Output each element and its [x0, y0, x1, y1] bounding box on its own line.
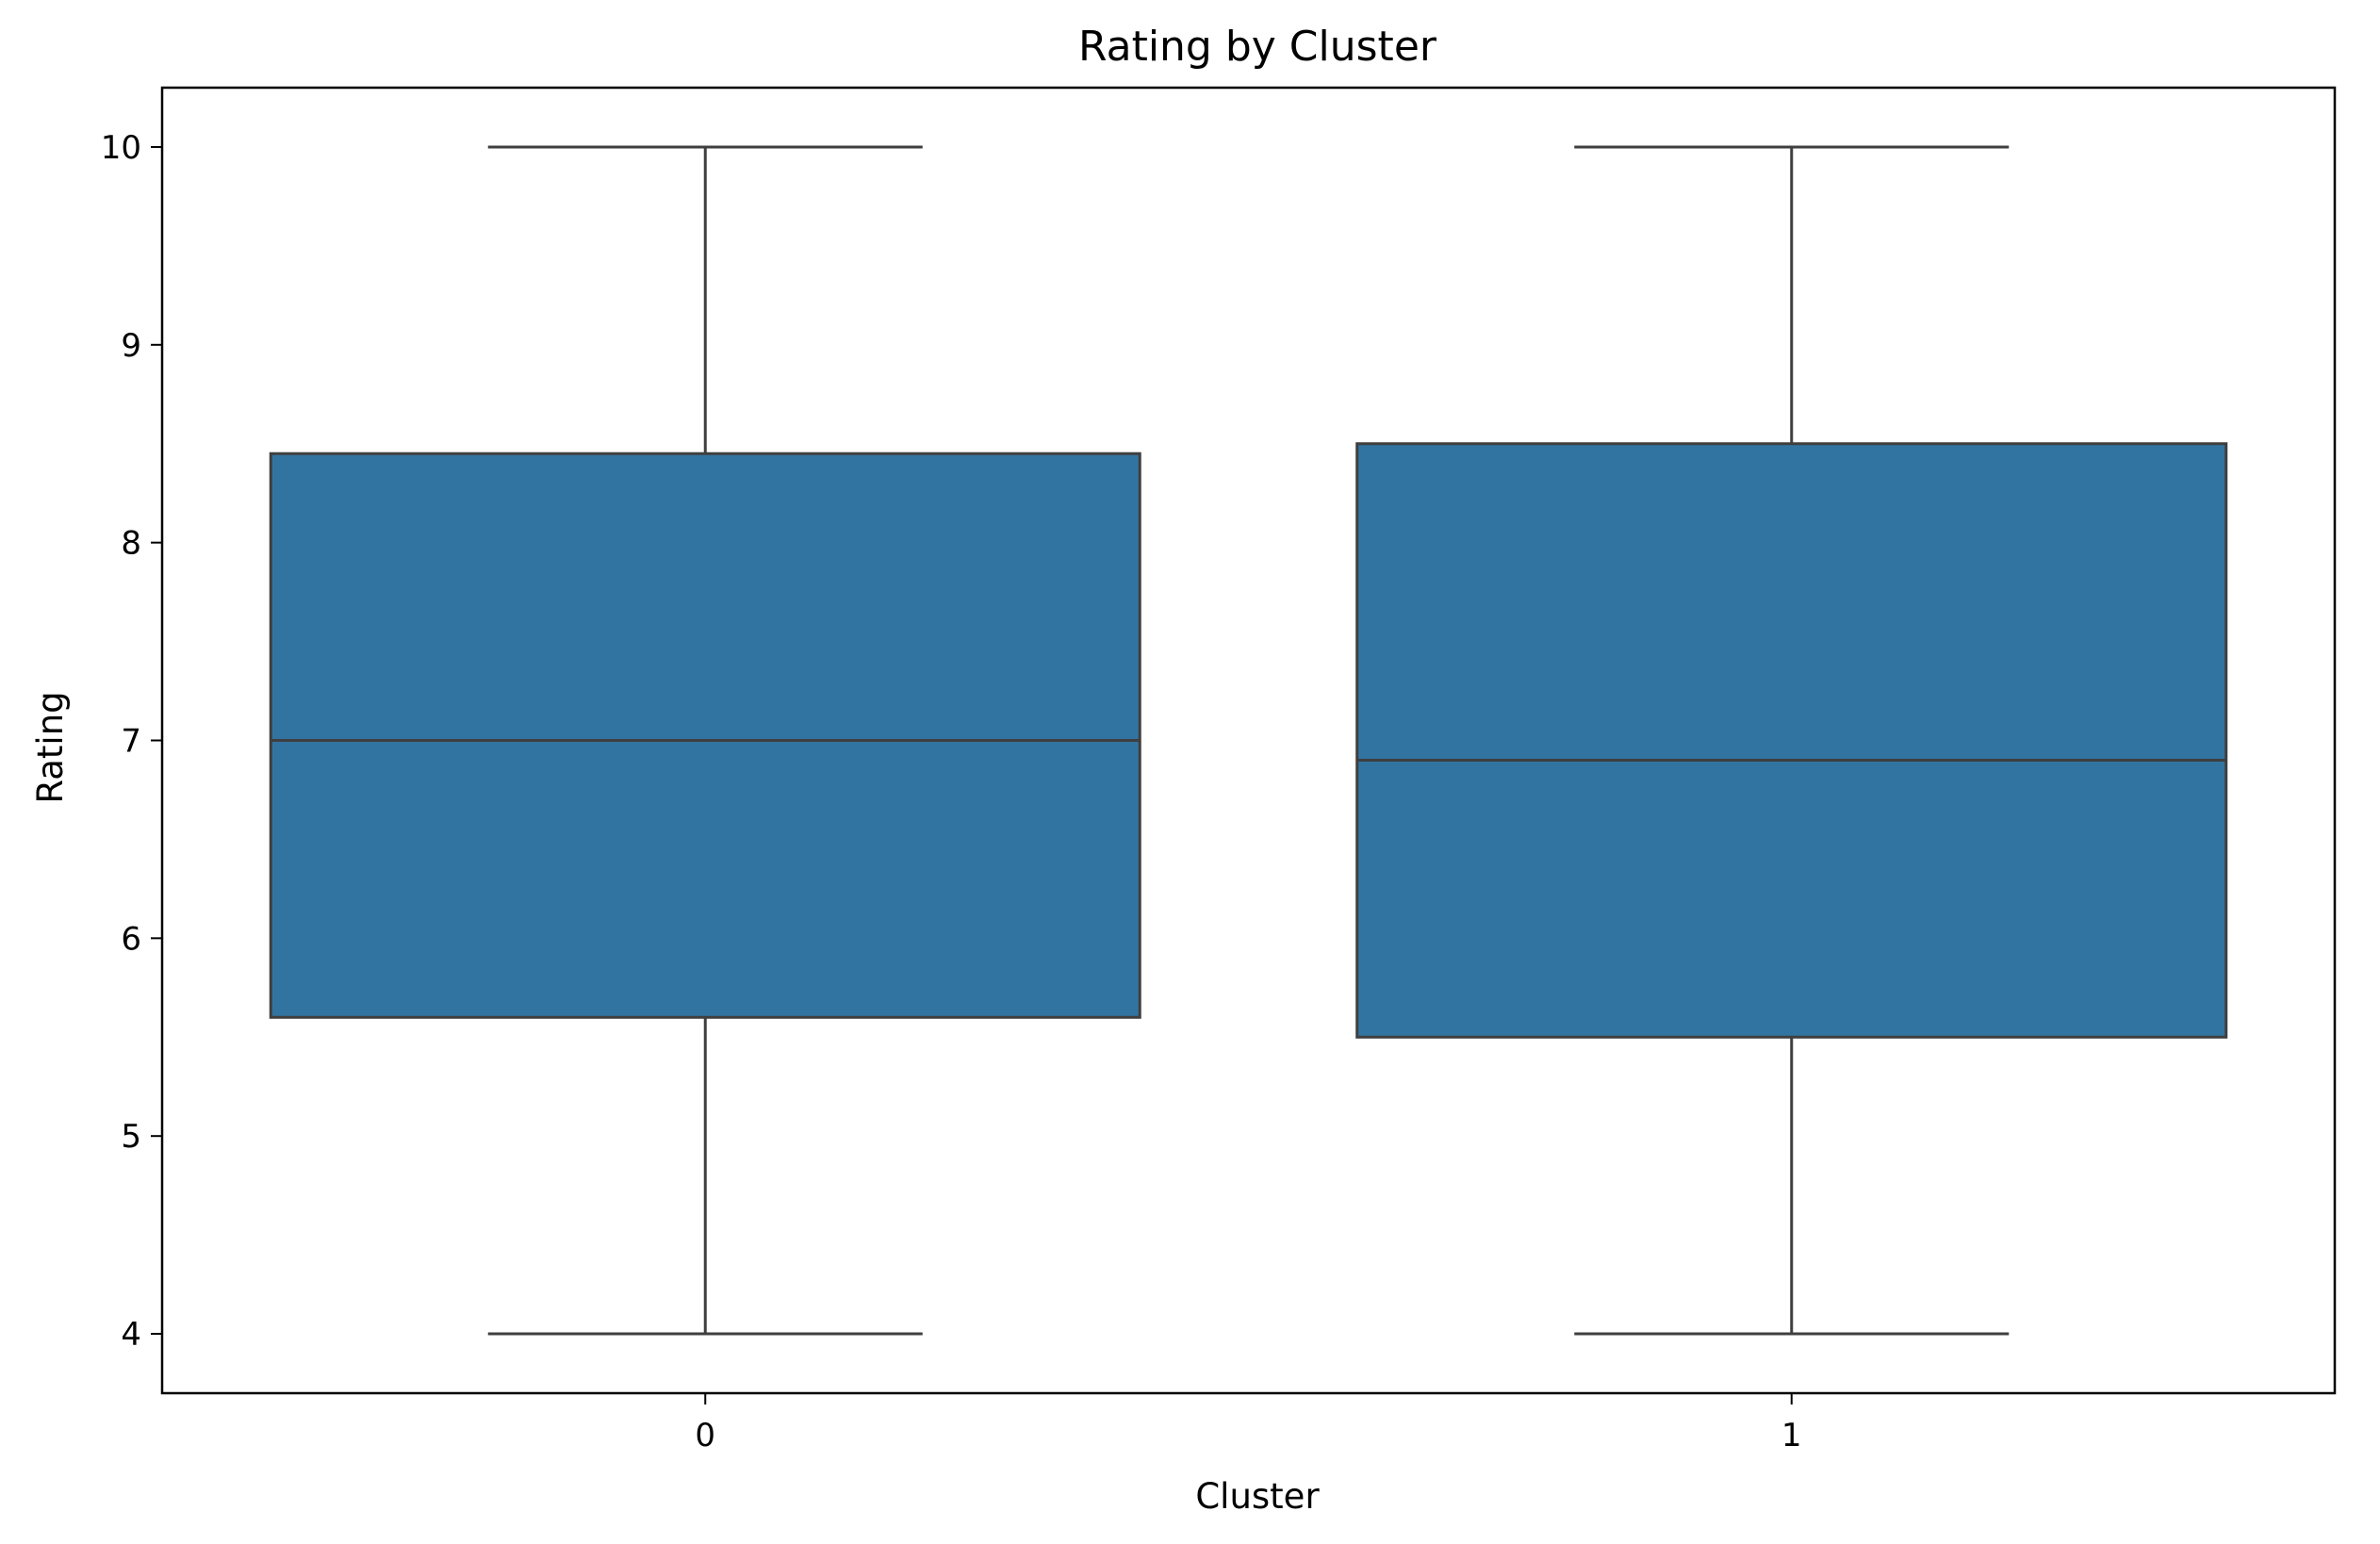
y-tick-label: 4: [121, 1316, 141, 1354]
y-tick-label: 7: [121, 723, 141, 761]
y-tick-label: 9: [121, 327, 141, 365]
plot-area: 0 1 4 5 6 7 8 9 10: [101, 86, 2337, 1454]
y-tick-label: 6: [121, 920, 141, 958]
x-tick-label: 0: [695, 1417, 715, 1454]
chart-title: Rating by Cluster: [1078, 23, 1437, 71]
box-iqr: [269, 452, 1141, 1019]
y-axis-label: Rating: [30, 691, 71, 803]
y-tick-label: 5: [121, 1118, 141, 1156]
plot-frame: [160, 86, 2337, 1395]
box-iqr: [1355, 442, 2228, 1039]
x-tick-label: 1: [1781, 1417, 1802, 1454]
y-tick-label: 10: [101, 129, 141, 167]
x-axis-label: Cluster: [1195, 1476, 1320, 1517]
y-tick-label: 8: [121, 525, 141, 563]
